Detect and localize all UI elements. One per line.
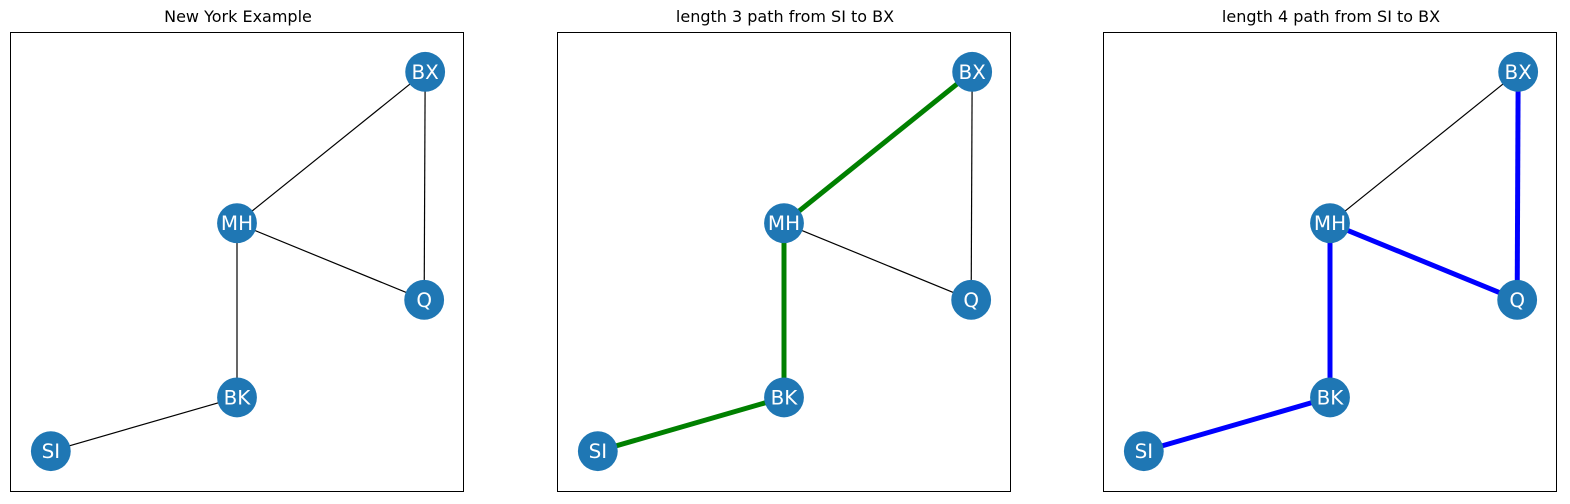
node-q: Q (951, 279, 992, 320)
node-circle (577, 431, 618, 472)
edge-q-bx (970, 71, 973, 300)
graph-canvas: BX MH Q BK SI (1123, 51, 1539, 472)
node-bx: BX (952, 51, 993, 92)
edge-mh-q (783, 222, 972, 301)
node-mh: MH (217, 203, 257, 244)
node-label: Q (1509, 289, 1525, 312)
node-circle (217, 377, 257, 418)
node-circle (764, 203, 804, 244)
edge-bk-si (50, 396, 238, 452)
panel-1: New York Example BX MH Q BK SI (10, 0, 466, 504)
panel-2: length 3 path from SI to BX BX MH Q BK SI (557, 0, 1013, 504)
graph-frame: BX MH Q BK SI (1103, 32, 1557, 492)
node-label: BK (771, 386, 799, 409)
node-circle (30, 431, 71, 472)
node-label: MH (1314, 212, 1346, 235)
node-circle (1310, 377, 1350, 418)
node-label: BK (224, 386, 252, 409)
node-si: SI (577, 431, 618, 472)
node-mh: MH (764, 203, 804, 244)
graph-frame: BX MH Q BK SI (557, 32, 1011, 492)
node-bk: BK (217, 377, 257, 418)
node-si: SI (1123, 431, 1164, 472)
node-bx: BX (405, 51, 446, 92)
node-mh: MH (1310, 203, 1350, 244)
node-label: BX (959, 61, 987, 84)
edge-mh-bx (236, 71, 426, 224)
graph-canvas: BX MH Q BK SI (30, 51, 446, 472)
node-circle (1310, 203, 1350, 244)
node-label: BX (1505, 61, 1533, 84)
node-bx: BX (1498, 51, 1539, 92)
node-circle (1498, 51, 1539, 92)
node-bk: BK (1310, 377, 1350, 418)
node-circle (405, 51, 446, 92)
node-label: BX (412, 61, 440, 84)
node-label: SI (1135, 440, 1154, 463)
node-circle (404, 279, 445, 320)
node-label: Q (963, 289, 979, 312)
panel-title: length 3 path from SI to BX (675, 7, 895, 26)
edge-bk-si (597, 395, 785, 454)
panel-title: New York Example (164, 7, 312, 26)
graph-canvas: BX MH Q BK SI (577, 51, 993, 472)
node-q: Q (404, 279, 445, 320)
node-bk: BK (764, 377, 804, 418)
edge-mh-bx (1329, 71, 1519, 224)
node-circle (951, 279, 992, 320)
node-label: SI (42, 440, 61, 463)
edge-mh-q (1329, 220, 1519, 303)
node-q: Q (1497, 279, 1538, 320)
node-label: Q (416, 289, 432, 312)
panel-3: length 4 path from SI to BX BX MH Q BK SI (1103, 0, 1559, 504)
node-circle (217, 203, 257, 244)
node-label: MH (221, 212, 253, 235)
edge-bk-si (1143, 395, 1331, 454)
node-circle (1123, 431, 1164, 472)
node-label: SI (589, 440, 608, 463)
node-circle (1497, 279, 1538, 320)
edge-q-bx (1514, 71, 1521, 300)
edge-mh-bx (782, 69, 974, 226)
node-label: MH (768, 212, 800, 235)
node-circle (952, 51, 993, 92)
edge-q-bx (423, 71, 426, 300)
graph-frame: BX MH Q BK SI (10, 32, 464, 492)
node-label: BK (1317, 386, 1345, 409)
panel-title: length 4 path from SI to BX (1221, 7, 1441, 26)
node-si: SI (30, 431, 71, 472)
node-circle (764, 377, 804, 418)
edge-mh-q (236, 222, 425, 301)
